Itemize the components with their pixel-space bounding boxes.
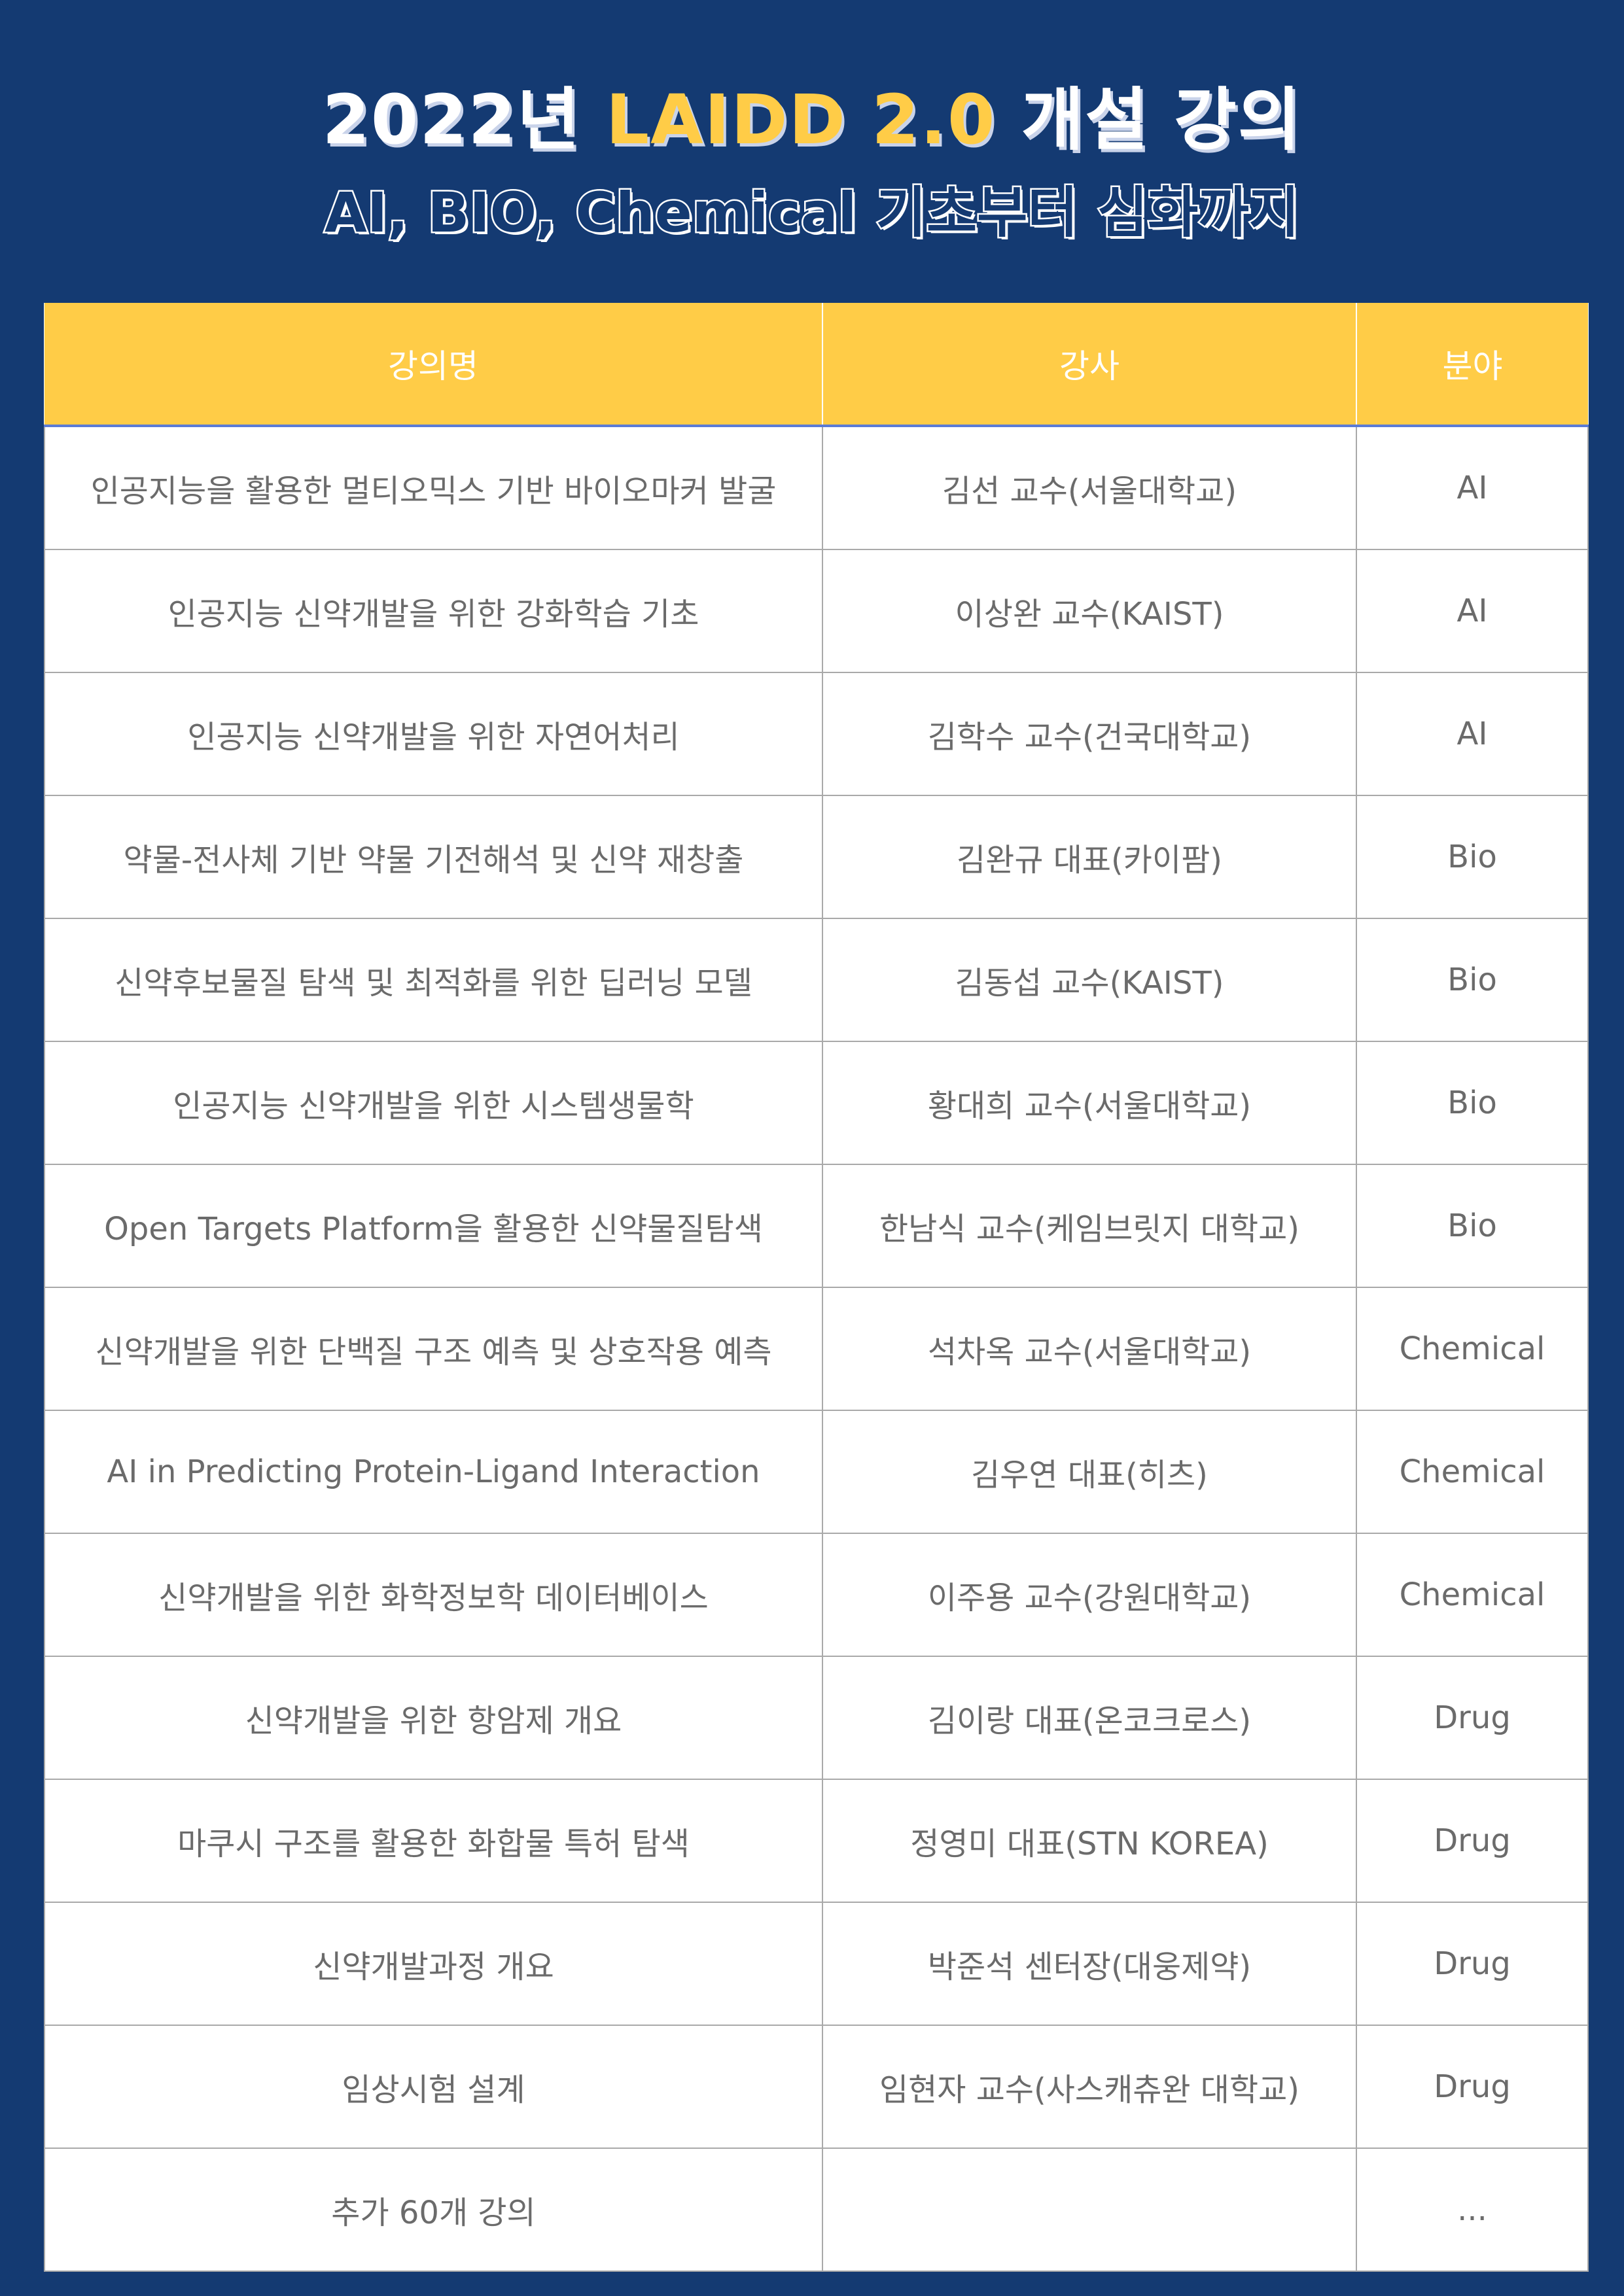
field-cell: Bio [1356,1041,1589,1165]
table-row: Open Targets Platform을 활용한 신약물질탐색 한남식 교수(… [44,1164,1589,1288]
table-row: 임상시험 설계 임현자 교수(사스캐츄완 대학교) Drug [44,2025,1589,2149]
field-cell: Bio [1356,918,1589,1042]
lecture-name-cell: 신약개발과정 개요 [44,1902,823,2026]
lecture-name-cell: 신약후보물질 탐색 및 최적화를 위한 딥러닝 모델 [44,918,823,1042]
instructor-cell: 김이랑 대표(온코크로스) [822,1656,1357,1780]
instructor-cell: 석차옥 교수(서울대학교) [822,1287,1357,1411]
instructor-cell: 김우연 대표(히츠) [822,1410,1357,1534]
instructor-cell: 황대희 교수(서울대학교) [822,1041,1357,1165]
lecture-name-cell: 신약개발을 위한 항암제 개요 [44,1656,823,1780]
instructor-cell: 이주용 교수(강원대학교) [822,1533,1357,1657]
instructor-cell: 이상완 교수(KAIST) [822,549,1357,673]
instructor-cell: 박준석 센터장(대웅제약) [822,1902,1357,2026]
field-cell: ... [1356,2148,1589,2272]
table-row: 신약후보물질 탐색 및 최적화를 위한 딥러닝 모델 김동섭 교수(KAIST) B… [44,918,1589,1042]
instructor-cell: 김학수 교수(건국대학교) [822,672,1357,796]
table-row: 추가 60개 강의... [44,2148,1589,2272]
field-cell: Bio [1356,795,1589,919]
table-row: 인공지능 신약개발을 위한 자연어처리 김학수 교수(건국대학교) AI [44,672,1589,796]
instructor-cell [822,2148,1357,2272]
table-header-row: 강의명 강사 분야 [44,303,1588,427]
table-row: 인공지능 신약개발을 위한 시스템생물학 황대희 교수(서울대학교) Bio [44,1041,1589,1165]
instructor-cell: 정영미 대표(STN KOREA) [822,1779,1357,1903]
lecture-name-cell: 추가 60개 강의 [44,2148,823,2272]
field-cell: Drug [1356,1779,1589,1903]
lecture-name-cell: 신약개발을 위한 화학정보학 데이터베이스 [44,1533,823,1657]
field-cell: Chemical [1356,1533,1589,1657]
title-prefix: 2022년 [322,80,606,160]
lecture-name-cell: 인공지능 신약개발을 위한 자연어처리 [44,672,823,796]
field-cell: Drug [1356,1902,1589,2026]
lecture-name-cell: 약물-전사체 기반 약물 기전해석 및 신약 재창출 [44,795,823,919]
lecture-name-cell: 신약개발을 위한 단백질 구조 예측 및 상호작용 예측 [44,1287,823,1411]
instructor-cell: 임현자 교수(사스캐츄완 대학교) [822,2025,1357,2149]
page-title: 2022년 LAIDD 2.0 개설 강의 [0,77,1624,162]
instructor-cell: 김동섭 교수(KAIST) [822,918,1357,1042]
table-row: 신약개발을 위한 화학정보학 데이터베이스 이주용 교수(강원대학교) Chemic… [44,1533,1589,1657]
lecture-name-cell: AI in Predicting Protein-Ligand Interact… [44,1410,823,1534]
field-cell: Drug [1356,2025,1589,2149]
table-row: 약물-전사체 기반 약물 기전해석 및 신약 재창출 김완규 대표(카이팜) Bio [44,795,1589,919]
field-cell: AI [1356,425,1589,550]
field-cell: AI [1356,672,1589,796]
header-field: 분야 [1356,303,1588,427]
table-row: 신약개발을 위한 항암제 개요 김이랑 대표(온코크로스) Drug [44,1656,1589,1780]
header-instructor: 강사 [822,303,1356,427]
field-cell: Chemical [1356,1287,1589,1411]
lecture-name-cell: 인공지능을 활용한 멀티오믹스 기반 바이오마커 발굴 [44,425,823,550]
title-suffix: 개설 강의 [996,80,1302,160]
instructor-cell: 한남식 교수(케임브릿지 대학교) [822,1164,1357,1288]
field-cell: Drug [1356,1656,1589,1780]
lecture-name-cell: 마쿠시 구조를 활용한 화합물 특허 탐색 [44,1779,823,1903]
table-row: 인공지능 신약개발을 위한 강화학습 기초 이상완 교수(KAIST) AI [44,549,1589,673]
instructor-cell: 김선 교수(서울대학교) [822,425,1357,550]
field-cell: Chemical [1356,1410,1589,1534]
title-accent: LAIDD 2.0 [605,80,997,160]
table-row: 마쿠시 구조를 활용한 화합물 특허 탐색 정영미 대표(STN KOREA) Dr… [44,1779,1589,1903]
page-subtitle: AI, BIO, Chemical 기초부터 심화까지 [323,179,1301,247]
lecture-name-cell: 인공지능 신약개발을 위한 강화학습 기초 [44,549,823,673]
lecture-table: 강의명 강사 분야 인공지능을 활용한 멀티오믹스 기반 바이오마커 발굴 김선 … [44,303,1589,2272]
lecture-name-cell: 인공지능 신약개발을 위한 시스템생물학 [44,1041,823,1165]
table-row: 인공지능을 활용한 멀티오믹스 기반 바이오마커 발굴 김선 교수(서울대학교) A… [44,425,1589,550]
table-row: AI in Predicting Protein-Ligand Interact… [44,1410,1589,1534]
header-lecture: 강의명 [44,303,822,427]
lecture-name-cell: Open Targets Platform을 활용한 신약물질탐색 [44,1164,823,1288]
table-row: 신약개발과정 개요 박준석 센터장(대웅제약) Drug [44,1902,1589,2026]
field-cell: AI [1356,549,1589,673]
table-row: 신약개발을 위한 단백질 구조 예측 및 상호작용 예측 석차옥 교수(서울대학교… [44,1287,1589,1411]
lecture-name-cell: 임상시험 설계 [44,2025,823,2149]
field-cell: Bio [1356,1164,1589,1288]
instructor-cell: 김완규 대표(카이팜) [822,795,1357,919]
